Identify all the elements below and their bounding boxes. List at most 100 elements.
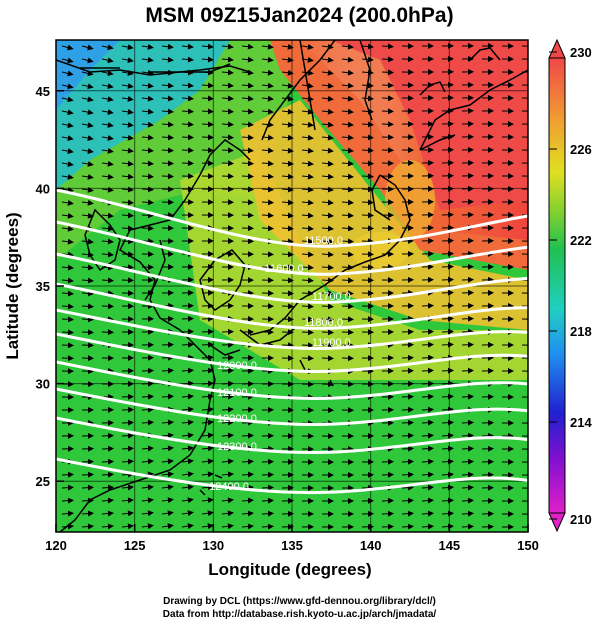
map-title: MSM 09Z15Jan2024 (200.0hPa) <box>145 4 454 27</box>
wind-arrow <box>341 199 354 206</box>
wind-arrow <box>441 367 454 374</box>
wind-arrow <box>381 82 394 89</box>
wind-arrow <box>101 484 114 491</box>
wind-arrow <box>361 82 374 89</box>
wind-arrow <box>121 147 134 154</box>
wind-arrow <box>81 510 94 517</box>
wind-arrow <box>261 69 274 76</box>
wind-arrow <box>61 264 74 271</box>
wind-arrow <box>301 251 314 258</box>
wind-arrow <box>161 432 174 439</box>
wind-arrow <box>261 199 274 206</box>
wind-arrow <box>341 69 354 76</box>
wind-arrow <box>141 134 154 141</box>
wind-arrow <box>361 186 374 193</box>
wind-arrow <box>241 147 254 154</box>
wind-arrow <box>301 82 314 89</box>
wind-arrow <box>161 471 174 478</box>
wind-arrow <box>141 186 154 193</box>
wind-arrow <box>161 419 174 426</box>
wind-arrow <box>101 225 114 232</box>
wind-arrow <box>101 251 114 258</box>
wind-arrow <box>161 458 174 465</box>
wind-arrow <box>141 445 154 452</box>
wind-arrow <box>141 160 154 167</box>
wind-arrow <box>121 251 134 258</box>
wind-arrow <box>201 406 214 413</box>
contour-line <box>56 220 528 276</box>
wind-arrow <box>261 147 274 154</box>
wind-arrow <box>321 303 334 310</box>
contour-line <box>56 282 528 330</box>
wind-arrow <box>301 108 314 115</box>
wind-arrow <box>321 316 334 323</box>
wind-arrow <box>181 393 194 400</box>
wind-arrow <box>121 173 134 180</box>
wind-arrow <box>401 419 414 426</box>
wind-arrow <box>101 277 114 284</box>
wind-arrow <box>181 328 194 335</box>
wind-arrow <box>181 510 194 517</box>
wind-arrow <box>61 174 74 180</box>
wind-arrow <box>121 57 134 63</box>
wind-arrow <box>361 173 374 180</box>
wind-arrow <box>101 471 114 478</box>
y-tick-label: 45 <box>36 84 50 99</box>
wind-arrow <box>221 406 234 413</box>
x-tick-label: 130 <box>202 538 224 553</box>
wind-arrow <box>81 109 94 116</box>
wind-arrow <box>181 147 194 154</box>
wind-arrow <box>61 199 74 206</box>
wind-arrow <box>281 251 294 258</box>
wind-arrow <box>61 161 74 167</box>
wind-arrow <box>361 134 374 141</box>
wind-arrow <box>461 445 474 452</box>
wind-arrow <box>461 393 474 400</box>
wind-arrow <box>301 147 314 154</box>
wind-arrow <box>341 186 354 193</box>
wind-arrow <box>321 251 334 258</box>
wind-arrow <box>61 57 74 64</box>
wind-arrow <box>181 134 194 141</box>
wind-arrow <box>261 56 274 63</box>
wind-arrow <box>141 458 154 465</box>
wind-arrow <box>201 393 214 400</box>
wind-arrow <box>421 471 434 478</box>
wind-arrow <box>121 121 134 128</box>
wind-arrow <box>241 82 254 89</box>
wind-arrow <box>221 497 234 504</box>
wind-arrow <box>341 303 354 310</box>
wind-arrow <box>121 160 134 167</box>
wind-arrow <box>341 82 354 89</box>
wind-arrow <box>421 432 434 439</box>
wind-arrow <box>201 82 214 89</box>
wind-arrow <box>161 121 174 128</box>
wind-arrow <box>381 510 394 517</box>
wind-arrow <box>61 135 74 142</box>
wind-arrow <box>281 303 294 310</box>
wind-arrow <box>221 134 234 141</box>
contour-label: 11600.0 <box>265 263 304 275</box>
wind-arrow <box>301 212 314 219</box>
wind-arrow <box>61 225 74 232</box>
wind-arrow <box>201 134 214 141</box>
wind-arrow <box>201 43 214 50</box>
wind-arrow <box>261 82 274 89</box>
wind-arrow <box>281 108 294 115</box>
wind-arrow <box>421 380 434 387</box>
plot-area: 11500.0 11600.0 11700.0 11800.0 11900.0 12000… <box>56 40 528 532</box>
wind-arrow <box>141 510 154 517</box>
wind-arrow <box>201 497 214 504</box>
wind-arrow <box>81 212 94 219</box>
contour-label: 12300.0 <box>217 441 257 453</box>
wind-arrow <box>441 445 454 452</box>
wind-arrow <box>141 82 154 89</box>
wind-arrow <box>81 186 94 193</box>
wind-arrow <box>201 69 214 76</box>
wind-arrow <box>81 264 94 271</box>
wind-arrow <box>181 445 194 452</box>
colorbar-tick-label: 222 <box>570 233 592 248</box>
wind-arrow <box>321 147 334 154</box>
wind-arrow <box>81 173 94 180</box>
wind-arrow <box>81 160 94 167</box>
